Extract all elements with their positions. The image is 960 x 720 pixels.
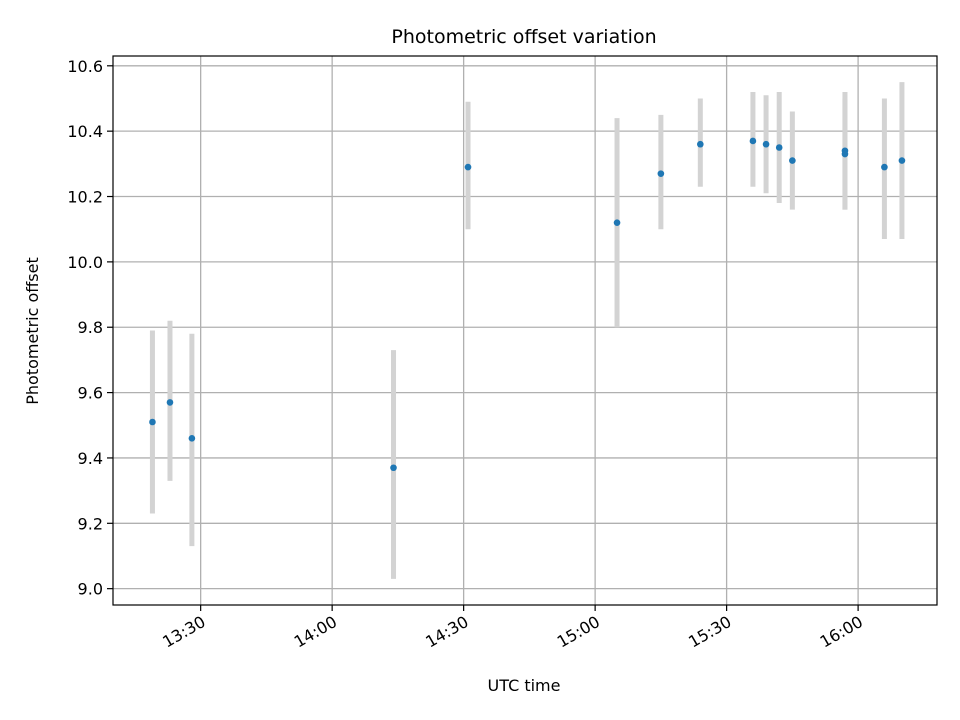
- y-tick-label: 9.6: [78, 384, 103, 403]
- data-point: [149, 418, 156, 426]
- data-point: [166, 399, 174, 406]
- data-point: [657, 170, 665, 177]
- data-point: [390, 464, 397, 472]
- y-tick-label: 9.0: [78, 580, 103, 599]
- y-axis-label: Photometric offset: [23, 257, 42, 405]
- y-tick-label: 10.0: [67, 253, 103, 272]
- data-point: [898, 157, 906, 164]
- data-point: [789, 157, 796, 164]
- data-point: [841, 150, 849, 158]
- grid-lines: [113, 56, 937, 605]
- data-points: [149, 137, 906, 472]
- data-point: [697, 140, 704, 148]
- data-point: [775, 144, 783, 151]
- y-tick-label: 10.6: [67, 57, 103, 76]
- plot-area-frame: [112, 55, 938, 606]
- data-point: [464, 163, 472, 171]
- y-tick-label: 9.4: [78, 449, 103, 468]
- x-axis-label: UTC time: [488, 676, 561, 695]
- y-tick-label: 10.4: [67, 122, 103, 141]
- data-point: [881, 163, 888, 171]
- y-tick-label: 9.8: [78, 318, 103, 337]
- y-tick-label: 9.2: [78, 514, 103, 533]
- data-point: [188, 435, 196, 442]
- data-point: [762, 140, 770, 148]
- y-tick-label: 10.2: [67, 188, 103, 207]
- data-point: [749, 137, 757, 145]
- data-point: [613, 219, 621, 226]
- chart-title: Photometric offset variation: [391, 26, 656, 48]
